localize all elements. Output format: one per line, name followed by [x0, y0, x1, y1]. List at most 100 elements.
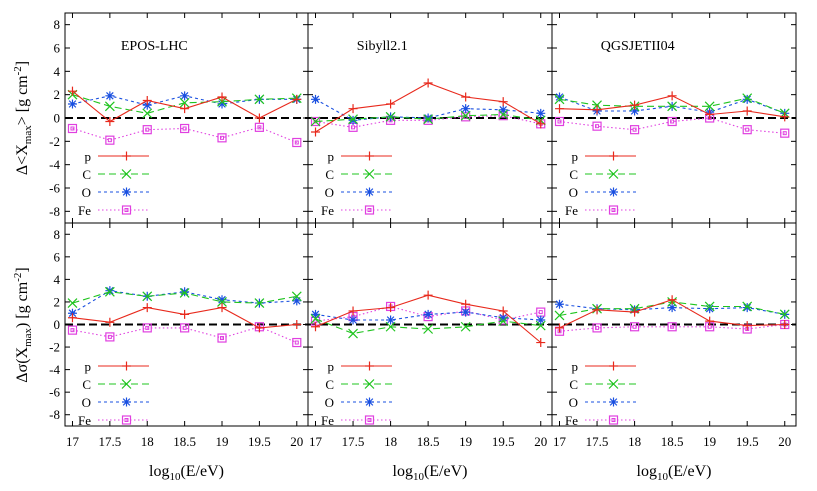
- marker-p: [555, 323, 565, 333]
- marker-O: [67, 308, 77, 318]
- marker-O: [142, 100, 152, 110]
- marker-O: [705, 304, 715, 314]
- marker-C: [460, 110, 471, 121]
- label-text: Δ<X: [14, 144, 31, 175]
- marker-p: [348, 104, 358, 114]
- series-Fe: [554, 319, 790, 336]
- marker-O: [217, 99, 227, 109]
- legend-label-C: C: [325, 377, 334, 392]
- x-tick-label: 17: [553, 434, 567, 449]
- marker-p: [67, 313, 77, 323]
- marker-O: [386, 315, 396, 325]
- x-tick-label: 18: [141, 434, 154, 449]
- marker-C: [142, 291, 153, 302]
- subscript: max: [22, 327, 34, 346]
- marker-Fe: [217, 333, 227, 343]
- marker-Fe: [780, 128, 790, 138]
- legend-label-O: O: [82, 185, 91, 200]
- series-Fe: [67, 322, 302, 348]
- marker-Fe: [667, 116, 677, 127]
- marker-p: [423, 290, 433, 300]
- legend-label-p: p: [85, 149, 92, 164]
- marker-Fe: [67, 325, 78, 335]
- marker-p: [105, 117, 115, 126]
- legend-marker-Fe: [608, 415, 619, 425]
- series-line: [559, 323, 785, 332]
- label-text: > [g cm: [14, 75, 31, 125]
- legend-marker-C: [364, 379, 375, 389]
- marker-Fe: [292, 337, 302, 348]
- marker-Fe: [105, 332, 115, 342]
- subscript: 10: [657, 471, 669, 483]
- y-tick-label: -2: [49, 340, 60, 355]
- legend-label-p: p: [328, 149, 335, 164]
- marker-C: [423, 114, 434, 125]
- marker-O: [105, 91, 115, 101]
- marker-O: [498, 313, 508, 323]
- marker-C: [779, 309, 790, 320]
- legend-marker-O: [365, 397, 374, 407]
- marker-p: [592, 105, 602, 115]
- x-tick-label: 17: [309, 434, 323, 449]
- marker-p: [180, 104, 190, 114]
- marker-p: [67, 86, 77, 96]
- marker-p: [667, 295, 677, 305]
- marker-p: [386, 99, 396, 109]
- x-tick-label: 19: [459, 434, 472, 449]
- marker-Fe: [592, 121, 602, 131]
- marker-C: [348, 114, 358, 125]
- legend-label-O: O: [82, 395, 91, 410]
- series-O: [311, 307, 546, 325]
- y-tick-label: -6: [49, 181, 60, 196]
- marker-p: [742, 106, 752, 116]
- y-tick-label: -6: [49, 385, 60, 400]
- series-p: [311, 78, 546, 137]
- y-tick-label: 0: [54, 317, 61, 332]
- marker-p: [423, 78, 433, 88]
- marker-O: [180, 91, 190, 101]
- legend-label-O: O: [569, 395, 578, 410]
- series-line: [72, 126, 298, 144]
- y-tick-label: 2: [54, 294, 61, 309]
- legend-marker-Fe: [364, 205, 375, 215]
- x-tick-label: 18: [628, 434, 641, 449]
- legend-label-O: O: [569, 185, 578, 200]
- marker-O: [555, 92, 565, 102]
- marker-Fe: [105, 135, 115, 145]
- label-text: log: [637, 463, 657, 480]
- marker-p: [630, 100, 640, 110]
- legend: pCO Fe: [321, 359, 392, 428]
- legend-label-Fe: Fe: [565, 413, 578, 428]
- legend-label-Fe: Fe: [78, 203, 91, 218]
- legend-marker-Fe: [121, 415, 132, 425]
- x-tick-label: 20: [778, 434, 791, 449]
- subscript: 10: [169, 471, 181, 483]
- panel-0-1: Sibyll2.1 pCO Fe: [307, 12, 553, 224]
- marker-C: [704, 301, 715, 312]
- marker-p: [536, 338, 546, 348]
- marker-O: [105, 286, 115, 296]
- marker-O: [423, 113, 433, 123]
- superscript: -2: [12, 66, 24, 75]
- x-tick-label: 19: [703, 434, 716, 449]
- series-C: [67, 286, 302, 308]
- y-axis-label-mean: Δ<Xmax> [g cm-2]: [12, 61, 34, 175]
- marker-O: [348, 115, 358, 125]
- x-axis-label: log10(E/eV): [393, 463, 468, 483]
- series-p: [311, 290, 546, 348]
- marker-p: [254, 323, 264, 333]
- legend-label-Fe: Fe: [565, 203, 578, 218]
- marker-p: [536, 119, 546, 129]
- x-axis-label: log10(E/eV): [637, 463, 712, 483]
- legend-label-p: p: [572, 359, 579, 374]
- label-text: (E/eV): [180, 463, 224, 480]
- series-O: [311, 94, 546, 125]
- label-text: log: [149, 463, 169, 480]
- legend-label-C: C: [325, 167, 334, 182]
- x-tick-label: 17.5: [98, 434, 121, 449]
- subscript: max: [22, 125, 34, 144]
- marker-p: [142, 303, 152, 313]
- marker-O: [461, 104, 471, 114]
- marker-C: [498, 109, 509, 120]
- marker-Fe: [742, 125, 752, 135]
